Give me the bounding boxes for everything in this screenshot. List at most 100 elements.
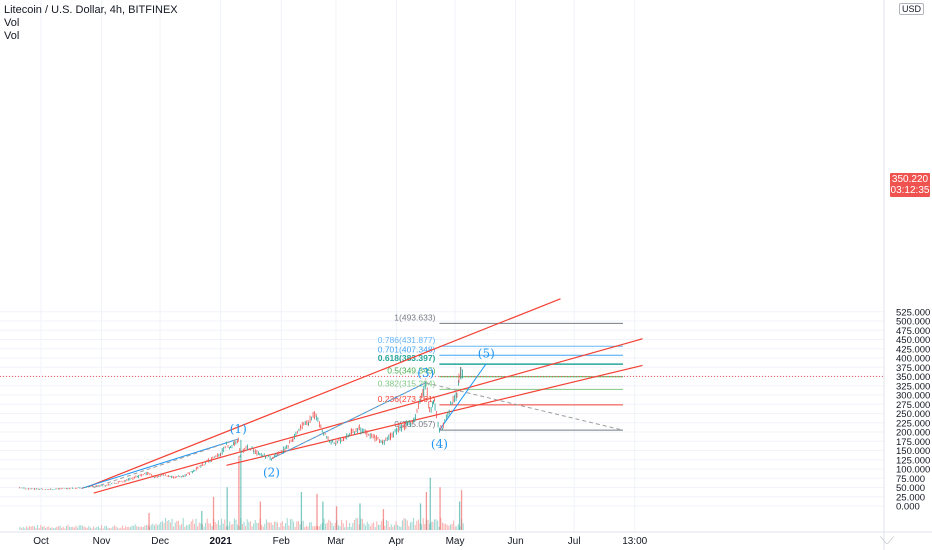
volume-bar [278,527,280,530]
fib-level-label: 1(493.633) [394,312,435,322]
y-tick-label: 225.000 [896,418,930,429]
volume-bar [77,527,79,530]
volume-bar [457,524,459,530]
volume-bar [121,525,123,530]
volume-bar [155,523,157,530]
volume-bar [125,526,127,530]
volume-legend[interactable]: Vol [4,17,20,29]
volume-bar [117,527,119,530]
volume-bar [41,526,43,530]
volume-bar [429,523,431,530]
wave-label: (1) [230,422,247,436]
y-tick-label: 175.000 [896,437,930,448]
volume-bar [59,525,61,530]
volume-bar [411,521,413,530]
volume-bar [281,521,283,530]
volume-bar [49,527,51,530]
volume-bar [83,526,85,530]
volume-bar [283,526,285,530]
volume-bar [254,519,256,530]
volume-bar [235,519,237,530]
volume-bar [161,521,163,530]
wave-label: (4) [431,437,448,451]
y-tick-label: 475.000 [896,326,930,337]
volume-bar [136,526,138,530]
y-tick-label: 425.000 [896,344,930,355]
volume-bar [363,523,365,530]
y-tick-label: 100.000 [896,465,930,476]
volume-bar [32,526,34,530]
volume-bar [368,523,370,530]
volume-bar [225,526,227,530]
wave-line [81,438,239,489]
volume-bar [19,526,21,530]
volume-spike [439,487,441,530]
volume-bar [67,524,69,530]
y-tick-label: 25.000 [896,492,925,503]
volume-bar [237,524,239,530]
volume-bar [80,525,82,530]
volume-bar [129,527,131,530]
volume-bar [456,526,458,530]
volume-bar [245,525,247,530]
volume-bar [232,524,234,530]
volume-bar [243,521,245,530]
volume-bar [453,520,455,530]
dashed-projection-line [271,382,426,460]
volume-bar [387,520,389,530]
volume-bar [361,518,363,530]
volume-bar [440,517,442,530]
x-tick-label: 13:00 [622,536,647,547]
volume-bar [360,518,362,530]
volume-bar [421,524,423,530]
volume-legend-secondary[interactable]: Vol [4,30,20,42]
channel-upper-line [87,298,561,488]
volume-bar [181,524,183,530]
x-tick-label: Feb [273,536,291,547]
fib-level-label: 0.5(349.345) [387,366,435,376]
volume-spike [259,501,262,530]
volume-bar [433,519,435,530]
volume-bar [123,527,125,530]
volume-bar [33,526,35,530]
currency-badge[interactable]: USD [898,3,924,15]
fib-level-label: 0.701(407.348) [378,344,436,354]
volume-bar [296,521,298,530]
volume-bar [413,517,415,530]
volume-bar [275,521,277,530]
volume-bar [112,526,114,530]
volume-bar [145,525,147,530]
volume-bar [441,522,443,530]
volume-bar [37,525,39,530]
volume-bar [251,526,253,530]
volume-bar [174,522,176,530]
volume-bar [73,527,75,530]
volume-bar [176,520,178,530]
volume-bar [229,521,231,530]
volume-bar [414,524,416,530]
volume-bar [157,525,159,530]
volume-bar [96,526,98,530]
volume-bar [184,526,186,530]
volume-bar [197,526,199,530]
x-tick-label: Jun [508,536,524,547]
volume-bar [104,525,106,530]
symbol-title[interactable]: Litecoin / U.S. Dollar, 4h, BITFINEX [4,4,178,16]
volume-bar [173,526,175,530]
volume-bar [273,521,275,530]
volume-bar [139,526,141,530]
volume-bar [297,521,299,530]
volume-bar [406,520,408,530]
volume-bar [337,525,339,530]
volume-bar [344,527,346,530]
volume-bar [305,525,307,530]
volume-bar [342,523,344,530]
tradingview-logo-icon[interactable]: ⟍⟋ [880,536,894,547]
y-tick-label: 75.000 [896,474,925,485]
volume-bar [379,524,381,530]
current-price-value: 350.220 [891,174,929,185]
volume-bar [147,525,149,530]
volume-bar [101,525,103,530]
volume-spike [460,490,463,530]
